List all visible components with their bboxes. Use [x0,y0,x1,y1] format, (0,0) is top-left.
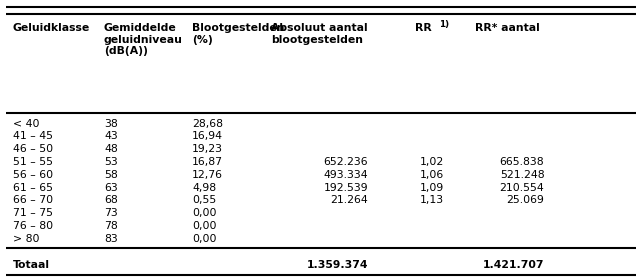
Text: 76 – 80: 76 – 80 [13,221,53,231]
Text: < 40: < 40 [13,119,39,128]
Text: > 80: > 80 [13,234,39,244]
Text: 16,94: 16,94 [192,131,223,142]
Text: RR: RR [415,23,436,33]
Text: RR* aantal: RR* aantal [475,23,540,33]
Text: 61 – 65: 61 – 65 [13,183,53,193]
Text: Totaal: Totaal [13,260,49,270]
Text: 1,09: 1,09 [419,183,444,193]
Text: 1,02: 1,02 [419,157,444,167]
Text: 66 – 70: 66 – 70 [13,195,53,205]
Text: 521.248: 521.248 [499,170,544,180]
Text: 4,98: 4,98 [192,183,216,193]
Text: 38: 38 [104,119,117,128]
Text: Absoluut aantal
blootgestelden: Absoluut aantal blootgestelden [271,23,367,45]
Text: 210.554: 210.554 [499,183,544,193]
Text: 0,00: 0,00 [192,234,216,244]
Text: 83: 83 [104,234,117,244]
Text: 493.334: 493.334 [324,170,369,180]
Text: 68: 68 [104,195,117,205]
Text: 25.069: 25.069 [507,195,544,205]
Text: 12,76: 12,76 [192,170,223,180]
Text: 53: 53 [104,157,117,167]
Text: 1,06: 1,06 [419,170,444,180]
Text: 1.359.374: 1.359.374 [307,260,369,270]
Text: 1,13: 1,13 [420,195,444,205]
Text: 1): 1) [439,21,449,29]
Text: 21.264: 21.264 [331,195,369,205]
Text: 46 – 50: 46 – 50 [13,144,53,154]
Text: 0,00: 0,00 [192,208,216,218]
Text: 71 – 75: 71 – 75 [13,208,53,218]
Text: 1.421.707: 1.421.707 [483,260,544,270]
Text: 192.539: 192.539 [324,183,369,193]
Text: 19,23: 19,23 [192,144,223,154]
Text: 48: 48 [104,144,117,154]
Text: 78: 78 [104,221,117,231]
Text: 43: 43 [104,131,117,142]
Text: 652.236: 652.236 [324,157,369,167]
Text: Gemiddelde
geluidniveau
(dB(A)): Gemiddelde geluidniveau (dB(A)) [104,23,183,56]
Text: 0,55: 0,55 [192,195,216,205]
Text: 41 – 45: 41 – 45 [13,131,53,142]
Text: 51 – 55: 51 – 55 [13,157,53,167]
Text: 665.838: 665.838 [499,157,544,167]
Text: 56 – 60: 56 – 60 [13,170,53,180]
Text: 28,68: 28,68 [192,119,223,128]
Text: 63: 63 [104,183,117,193]
Text: 16,87: 16,87 [192,157,223,167]
Text: Blootgestelden
(%): Blootgestelden (%) [192,23,284,45]
Text: Geluidklasse: Geluidklasse [13,23,90,33]
Text: 73: 73 [104,208,117,218]
Text: 58: 58 [104,170,117,180]
Text: 0,00: 0,00 [192,221,216,231]
